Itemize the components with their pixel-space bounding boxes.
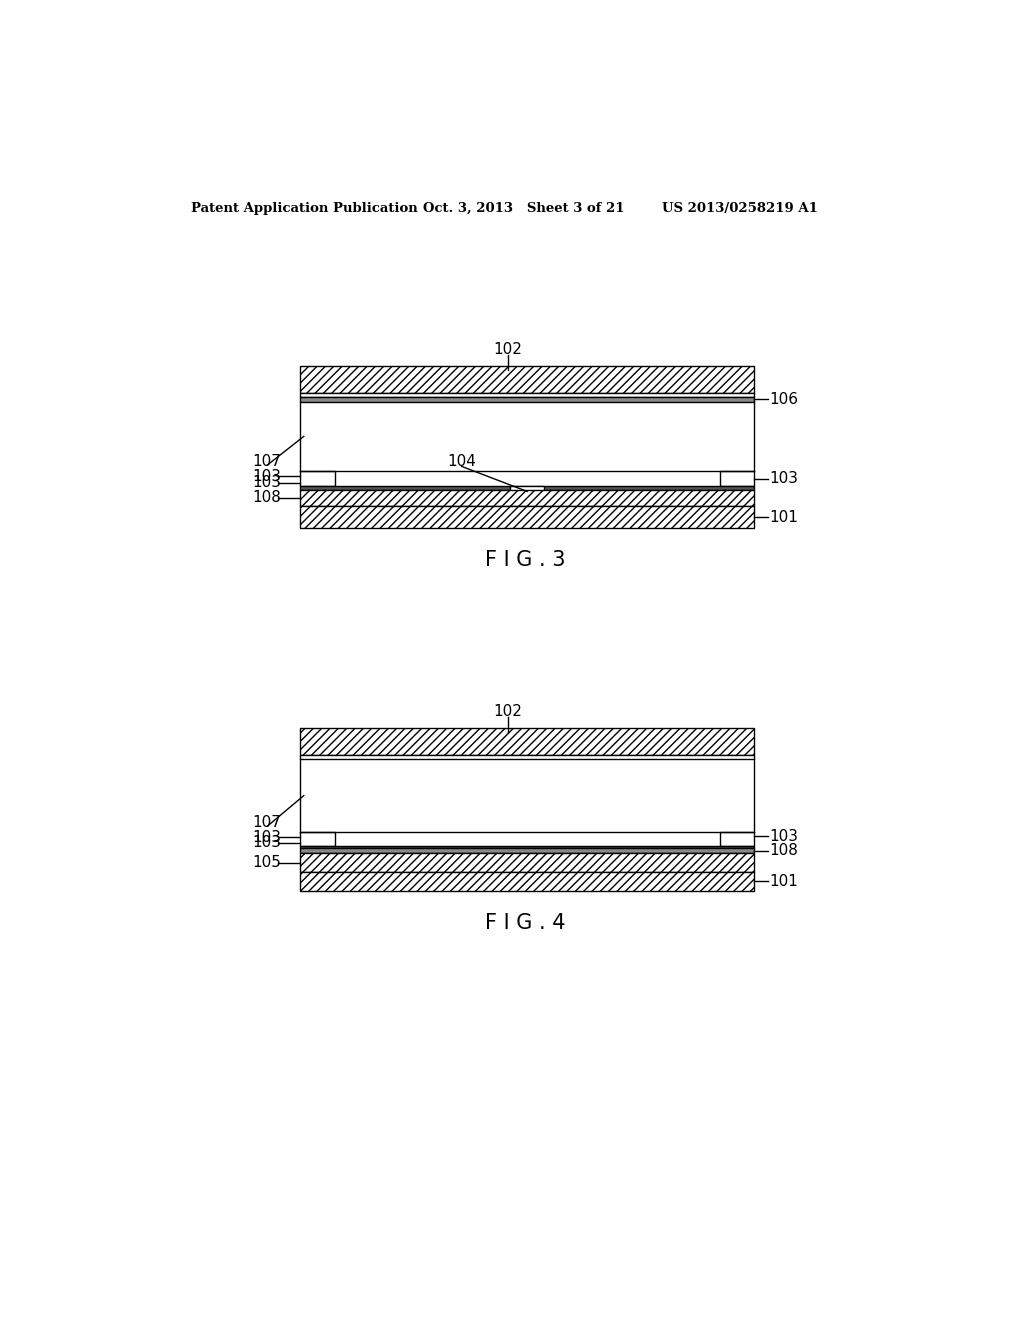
Text: 103: 103 [252, 469, 282, 484]
Bar [300, 397, 755, 401]
Bar [300, 873, 755, 891]
Text: Oct. 3, 2013   Sheet 3 of 21: Oct. 3, 2013 Sheet 3 of 21 [423, 202, 625, 215]
Text: 104: 104 [447, 454, 476, 470]
Text: 101: 101 [770, 510, 799, 525]
Bar [300, 849, 755, 853]
Text: 103: 103 [770, 829, 799, 843]
Bar [300, 832, 335, 846]
Text: Patent Application Publication: Patent Application Publication [190, 202, 418, 215]
Bar [720, 471, 755, 487]
Bar [300, 490, 755, 507]
Text: F I G . 3: F I G . 3 [484, 550, 565, 570]
Bar [300, 853, 755, 873]
Text: F I G . 4: F I G . 4 [484, 913, 565, 933]
Bar [300, 755, 755, 759]
Bar [300, 393, 755, 397]
Bar [300, 729, 755, 755]
Text: 107: 107 [252, 454, 282, 470]
Bar [300, 486, 755, 490]
Bar [720, 832, 755, 846]
Text: 102: 102 [494, 342, 522, 356]
Text: 101: 101 [770, 874, 799, 888]
Bar [300, 471, 335, 487]
Bar [510, 487, 545, 496]
Text: 103: 103 [252, 475, 282, 490]
Text: 107: 107 [252, 816, 282, 830]
Text: 102: 102 [494, 704, 522, 719]
Text: 108: 108 [252, 491, 282, 506]
Bar [300, 846, 755, 849]
Bar [300, 507, 755, 528]
Text: 106: 106 [770, 392, 799, 407]
Text: 103: 103 [770, 471, 799, 486]
Text: 103: 103 [252, 829, 282, 845]
Text: 108: 108 [770, 843, 799, 858]
Text: US 2013/0258219 A1: US 2013/0258219 A1 [662, 202, 818, 215]
Text: 103: 103 [252, 836, 282, 850]
Bar [300, 366, 755, 393]
Text: 105: 105 [252, 855, 282, 870]
